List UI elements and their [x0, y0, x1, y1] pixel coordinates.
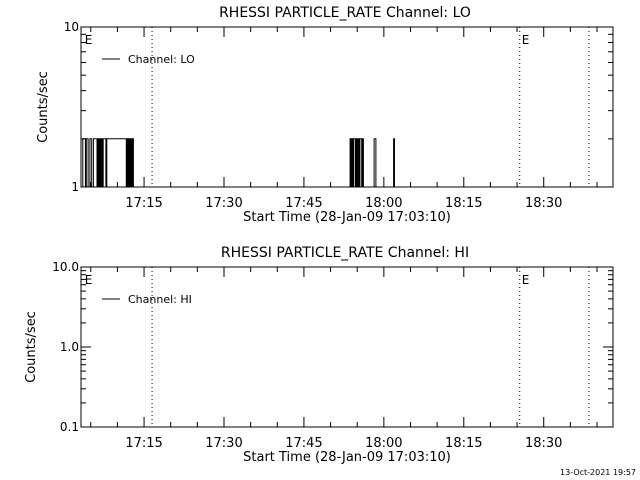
time-marker-label: E — [85, 273, 93, 287]
plot-frame — [80, 26, 614, 188]
generation-timestamp: 13-Oct-2021 19:57 — [560, 468, 636, 477]
x-tick-label: 18:15 — [445, 196, 482, 211]
y-axis-label: Counts/sec — [24, 311, 39, 383]
legend-entry: Channel: HI — [128, 293, 192, 306]
x-axis-label: Start Time (28-Jan-09 17:03:10) — [243, 450, 451, 465]
x-axis-label: Start Time (28-Jan-09 17:03:10) — [243, 210, 451, 225]
y-tick-label: 0.1 — [60, 420, 79, 434]
x-tick-label: 18:00 — [365, 196, 402, 211]
legend-entry: Channel: LO — [128, 53, 195, 66]
chart-title: RHESSI PARTICLE_RATE Channel: HI — [221, 245, 469, 261]
panel-2: RHESSI PARTICLE_RATE Channel: HI 0.1 1.0 10… — [24, 245, 614, 465]
time-marker-label: E — [85, 33, 93, 47]
time-marker-label: E — [522, 273, 530, 287]
y-tick-label: 1 — [71, 180, 79, 194]
time-marker-label: E — [522, 33, 530, 47]
x-tick-label: 17:15 — [125, 196, 162, 211]
x-tick-label: 18:30 — [525, 196, 562, 211]
chart-title: RHESSI PARTICLE_RATE Channel: LO — [219, 5, 471, 21]
x-tick-label: 17:30 — [205, 436, 242, 451]
series-line — [81, 138, 613, 188]
y-tick-label: 10.0 — [52, 260, 79, 274]
plot-frame — [80, 266, 614, 428]
y-tick-label: 1.0 — [60, 340, 79, 354]
panel-1: RHESSI PARTICLE_RATE Channel: LO 1 10 17:15… — [36, 5, 614, 225]
x-tick-label: 18:00 — [365, 436, 402, 451]
y-tick-label: 10 — [64, 20, 79, 34]
x-tick-label: 17:45 — [285, 436, 322, 451]
y-axis-label: Counts/sec — [36, 71, 51, 143]
x-tick-label: 17:30 — [205, 196, 242, 211]
x-tick-label: 17:15 — [125, 436, 162, 451]
x-tick-label: 18:15 — [445, 436, 482, 451]
x-tick-label: 17:45 — [285, 196, 322, 211]
x-tick-label: 18:30 — [525, 436, 562, 451]
